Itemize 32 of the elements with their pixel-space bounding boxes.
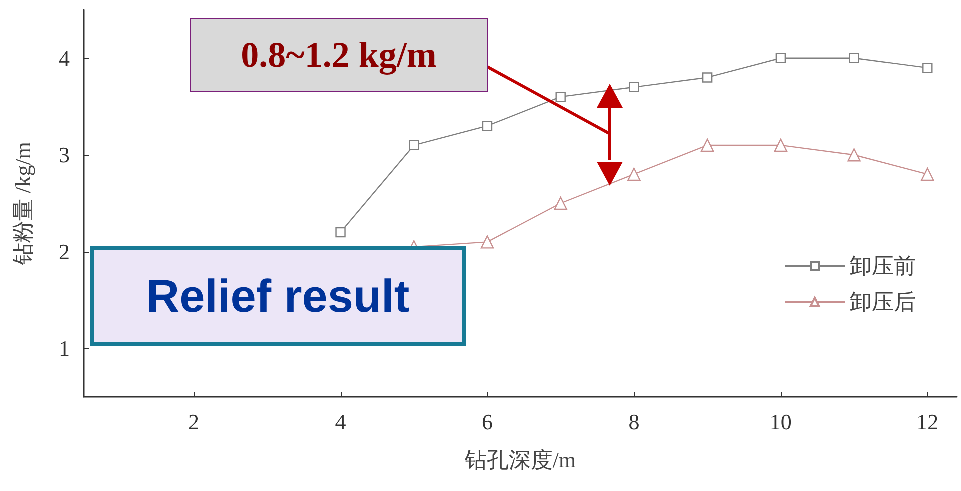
x-tick-label: 6 <box>482 410 493 434</box>
x-tick-label: 4 <box>335 410 346 434</box>
point <box>774 138 788 152</box>
annotation: Relief result <box>90 246 466 346</box>
legend-label: 卸压后 <box>850 290 916 314</box>
point <box>336 227 346 238</box>
point <box>556 92 566 102</box>
point <box>849 53 860 64</box>
annotation: 0.8~1.2 kg/m <box>190 18 488 92</box>
point <box>628 168 641 182</box>
y-tick-label: 3 <box>59 142 70 168</box>
x-axis-title: 钻孔深度/m <box>464 448 576 472</box>
x-tick-label: 8 <box>628 410 640 434</box>
point <box>482 121 493 132</box>
point <box>848 148 861 162</box>
y-axis-title: 钻粉量 /kg/m <box>10 142 36 266</box>
point <box>480 236 494 249</box>
y-tick-label: 2 <box>59 239 70 264</box>
point <box>776 53 786 64</box>
point <box>554 196 568 210</box>
x-tick-label: 12 <box>916 410 939 434</box>
point <box>922 62 933 74</box>
point <box>921 168 934 182</box>
point <box>702 72 713 83</box>
point <box>700 138 714 152</box>
y-tick-label: 4 <box>59 46 70 71</box>
x-tick-label: 2 <box>188 410 200 434</box>
y-tick-label: 1 <box>59 336 70 362</box>
legend-label: 卸压前 <box>850 254 916 278</box>
point <box>629 82 640 92</box>
point <box>409 140 420 151</box>
x-tick-label: 10 <box>770 410 792 434</box>
